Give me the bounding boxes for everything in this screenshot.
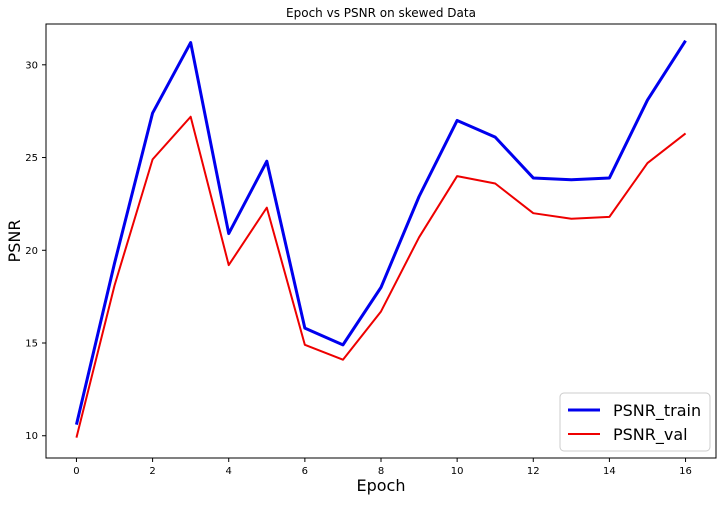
x-tick-label: 8 bbox=[378, 466, 384, 477]
y-axis-label: PSNR bbox=[5, 220, 24, 263]
x-axis: 0 2 4 6 8 10 12 14 16 bbox=[73, 458, 692, 477]
legend: PSNR_train PSNR_val bbox=[559, 392, 711, 452]
legend-label-psnr-train: PSNR_train bbox=[613, 401, 701, 421]
x-tick-label: 4 bbox=[226, 466, 232, 477]
x-tick-label: 16 bbox=[679, 466, 692, 477]
x-tick-label: 2 bbox=[149, 466, 155, 477]
y-axis: 10 15 20 25 30 bbox=[25, 60, 46, 442]
series-line-psnr-train bbox=[74, 39, 687, 425]
chart-title: Epoch vs PSNR on skewed Data bbox=[286, 6, 476, 20]
y-tick-label: 15 bbox=[25, 339, 38, 350]
y-tick-label: 10 bbox=[25, 431, 38, 442]
x-tick-label: 6 bbox=[302, 466, 308, 477]
legend-label-psnr-val: PSNR_val bbox=[613, 425, 688, 445]
plot-area bbox=[74, 39, 687, 438]
y-tick-label: 20 bbox=[25, 246, 38, 257]
x-tick-label: 14 bbox=[603, 466, 616, 477]
series-line-psnr-val bbox=[75, 115, 687, 438]
y-tick-label: 30 bbox=[25, 60, 38, 71]
x-tick-label: 12 bbox=[527, 466, 540, 477]
x-tick-label: 0 bbox=[73, 466, 79, 477]
y-tick-label: 25 bbox=[25, 153, 38, 164]
x-axis-label: Epoch bbox=[357, 476, 406, 495]
x-tick-label: 10 bbox=[451, 466, 464, 477]
legend-box bbox=[559, 392, 711, 452]
